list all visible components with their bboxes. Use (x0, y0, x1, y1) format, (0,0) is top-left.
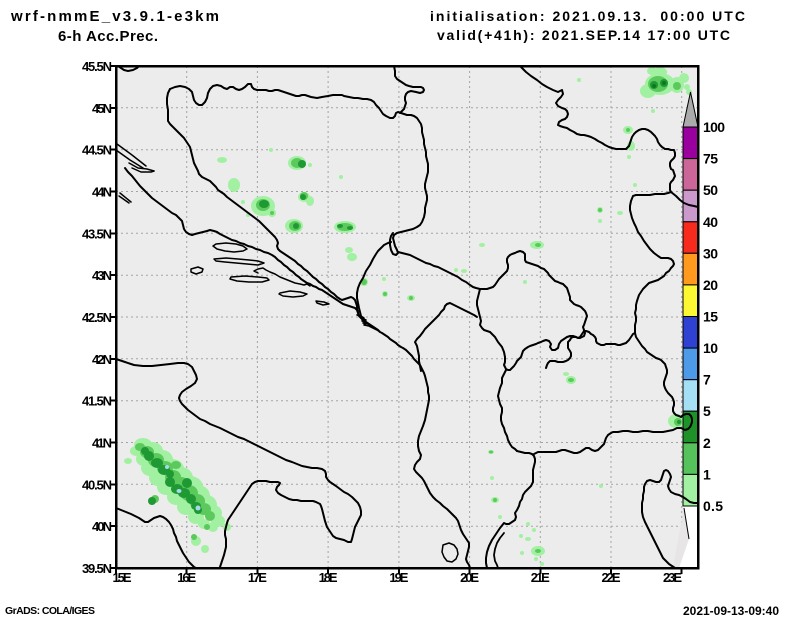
svg-text:initialisation: 2021.09.13. 0: initialisation: 2021.09.13. 00:00 UTC (430, 8, 745, 24)
svg-text:100: 100 (703, 119, 725, 135)
svg-text:21E: 21E (531, 570, 550, 585)
svg-text:20E: 20E (460, 570, 479, 585)
svg-text:18E: 18E (319, 570, 338, 585)
svg-text:15E: 15E (113, 570, 132, 585)
svg-text:15: 15 (703, 309, 718, 325)
svg-text:wrf-nmmE_v3.9.1-e3km: wrf-nmmE_v3.9.1-e3km (10, 8, 219, 25)
svg-text:10: 10 (703, 340, 718, 356)
svg-text:40.5N: 40.5N (82, 477, 112, 492)
svg-text:50: 50 (703, 182, 718, 198)
svg-text:2: 2 (703, 435, 711, 451)
svg-text:5: 5 (703, 403, 711, 419)
svg-text:39.5N: 39.5N (82, 561, 112, 576)
svg-text:7: 7 (703, 372, 711, 388)
svg-text:19E: 19E (389, 570, 408, 585)
svg-text:45.5N: 45.5N (82, 59, 112, 74)
svg-text:45N: 45N (92, 101, 112, 116)
svg-text:43.5N: 43.5N (82, 226, 112, 241)
svg-text:0.5: 0.5 (703, 498, 723, 514)
svg-text:41N: 41N (92, 436, 112, 451)
svg-text:GrADS: COLA/IGES: GrADS: COLA/IGES (5, 605, 95, 617)
svg-text:2021-09-13-09:40: 2021-09-13-09:40 (683, 604, 779, 618)
svg-text:23E: 23E (663, 570, 682, 585)
svg-text:16E: 16E (177, 570, 196, 585)
svg-text:43N: 43N (92, 268, 112, 283)
svg-text:42N: 42N (92, 352, 112, 367)
svg-text:17E: 17E (248, 570, 267, 585)
svg-text:22E: 22E (602, 570, 621, 585)
svg-text:6-h Acc.Prec.: 6-h Acc.Prec. (58, 28, 158, 45)
svg-text:30: 30 (703, 245, 718, 261)
svg-text:42.5N: 42.5N (82, 310, 112, 325)
svg-text:valid(+41h): 2021.SEP.14 17:00: valid(+41h): 2021.SEP.14 17:00 UTC (437, 27, 730, 43)
svg-text:41.5N: 41.5N (82, 394, 112, 409)
svg-text:44.5N: 44.5N (82, 143, 112, 158)
svg-text:40: 40 (703, 214, 718, 230)
svg-text:40N: 40N (92, 519, 112, 534)
svg-text:75: 75 (703, 151, 718, 167)
svg-text:20: 20 (703, 277, 718, 293)
svg-text:44N: 44N (92, 185, 112, 200)
svg-text:1: 1 (703, 466, 711, 482)
